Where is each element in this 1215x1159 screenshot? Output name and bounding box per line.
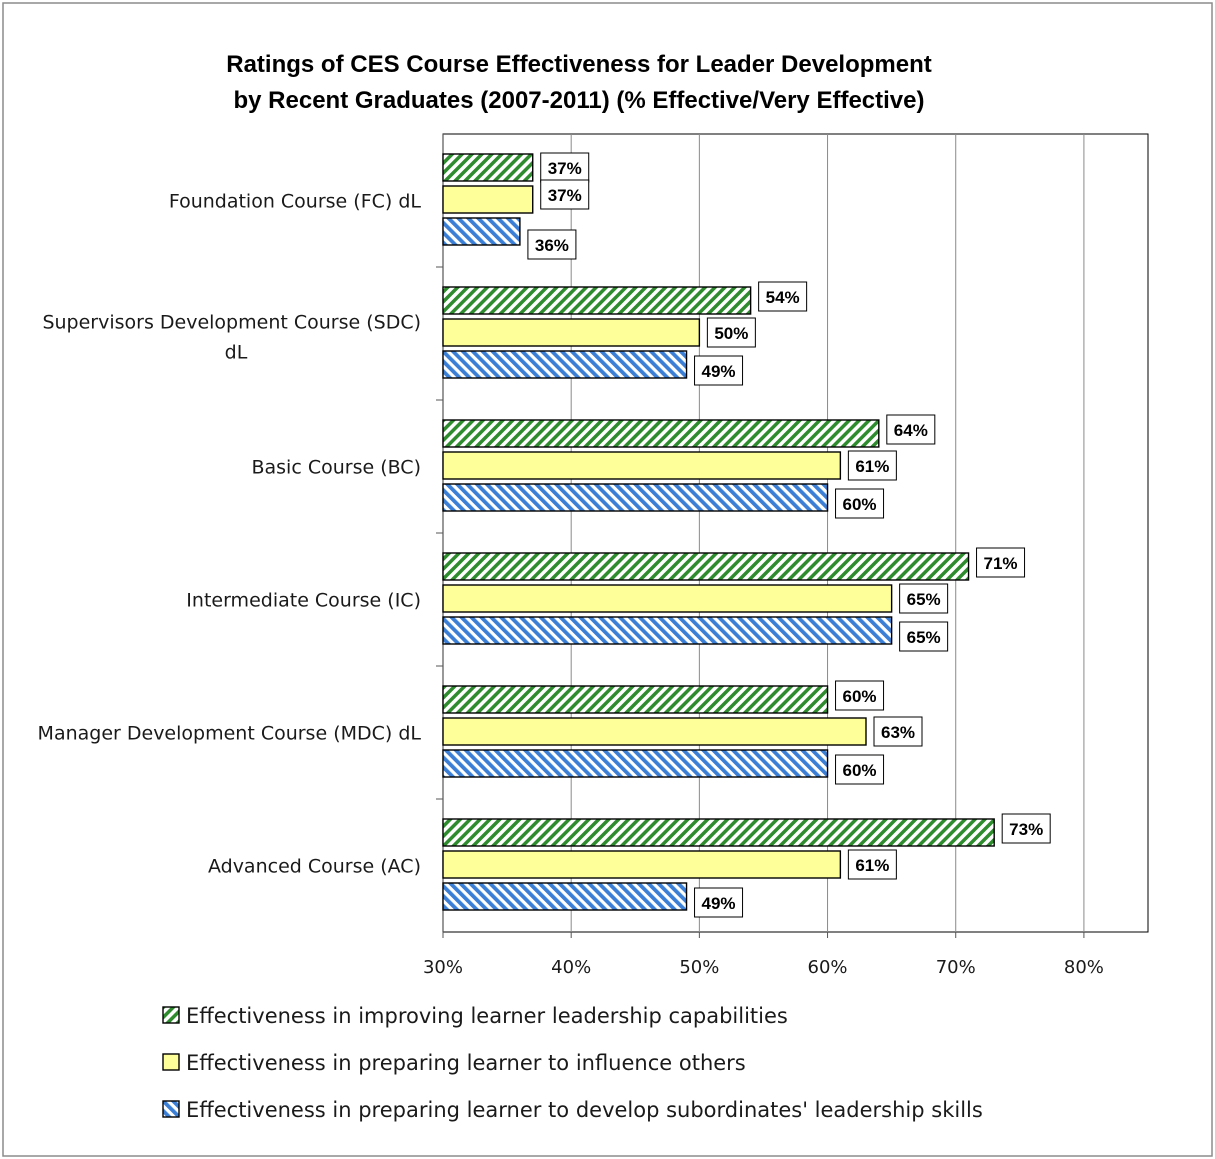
data-label: 49% [702, 894, 736, 913]
category-label: Intermediate Course (IC) [186, 590, 421, 612]
bar [442, 153, 534, 182]
legend-entry: Effectiveness in preparing learner to in… [186, 1051, 746, 1075]
data-label: 64% [894, 421, 928, 440]
data-label: 61% [855, 856, 889, 875]
chart-title-line-2: by Recent Graduates (2007-2011) (% Effec… [234, 87, 925, 114]
data-label: 37% [548, 186, 582, 205]
data-label: 50% [714, 324, 748, 343]
legend-entry: Effectiveness in improving learner leade… [186, 1004, 788, 1028]
data-label: 73% [1009, 820, 1043, 839]
chart-title-line-1: Ratings of CES Course Effectiveness for … [226, 51, 932, 78]
data-label: 71% [984, 554, 1018, 573]
x-tick-label: 70% [936, 957, 976, 978]
plot-frame [442, 133, 1149, 933]
data-label-box [694, 355, 744, 386]
data-label: 37% [548, 159, 582, 178]
plot-area: 30% 40% 50% 60% 70% 80% Foundation Course (FC)… [38, 133, 1149, 978]
data-label-box [758, 281, 808, 312]
data-label: 60% [843, 495, 877, 514]
bar [442, 217, 521, 246]
bar [442, 451, 842, 480]
bar [442, 882, 688, 911]
category-label: Manager Development Course (MDC) dL [38, 723, 422, 745]
x-tick-label: 40% [551, 957, 591, 978]
x-tick-label: 50% [679, 957, 719, 978]
data-label: 65% [907, 628, 941, 647]
data-label-box [835, 680, 885, 711]
data-label-box [899, 621, 949, 652]
data-label-box [899, 583, 949, 614]
data-label-box [540, 179, 590, 210]
legend-swatch [162, 1100, 180, 1118]
bar [442, 616, 893, 645]
bar [442, 419, 880, 448]
x-tick-label: 80% [1064, 957, 1104, 978]
data-label-box [706, 317, 756, 348]
bar [442, 552, 970, 581]
bar [442, 818, 995, 847]
data-label: 65% [907, 590, 941, 609]
bar [442, 685, 829, 714]
data-label: 60% [843, 761, 877, 780]
data-label-box [835, 488, 885, 519]
bar [442, 584, 893, 613]
bar [442, 717, 867, 746]
data-label: 49% [702, 362, 736, 381]
data-label-box [886, 414, 936, 445]
data-label-box [976, 547, 1026, 578]
data-label-box [873, 716, 923, 747]
bar [442, 850, 842, 879]
data-label-box [527, 229, 577, 260]
data-label: 54% [766, 288, 800, 307]
bar [442, 749, 829, 778]
bar [442, 318, 701, 347]
legend-entry: Effectiveness in preparing learner to de… [186, 1098, 983, 1122]
bar [442, 350, 688, 379]
data-label: 60% [843, 687, 877, 706]
x-tick-label: 30% [423, 957, 463, 978]
legend: Effectiveness in improving learner leade… [162, 1004, 983, 1122]
data-label-box [694, 887, 744, 918]
data-label-box [835, 754, 885, 785]
legend-swatch [162, 1053, 180, 1071]
category-label: Supervisors Development Course (SDC) dL [42, 312, 421, 364]
bar [442, 185, 534, 214]
data-label-box [1001, 813, 1051, 844]
category-label: Basic Course (BC) [251, 457, 421, 479]
x-tick-label: 60% [808, 957, 848, 978]
bar [442, 483, 829, 512]
bar [442, 286, 752, 315]
data-label: 61% [855, 457, 889, 476]
legend-swatch [162, 1006, 180, 1024]
data-label: 36% [535, 236, 569, 255]
data-label-box [847, 849, 897, 880]
category-label: Advanced Course (AC) [208, 856, 421, 878]
data-label: 63% [881, 723, 915, 742]
data-label-box [847, 450, 897, 481]
category-label: Foundation Course (FC) dL [169, 191, 422, 213]
